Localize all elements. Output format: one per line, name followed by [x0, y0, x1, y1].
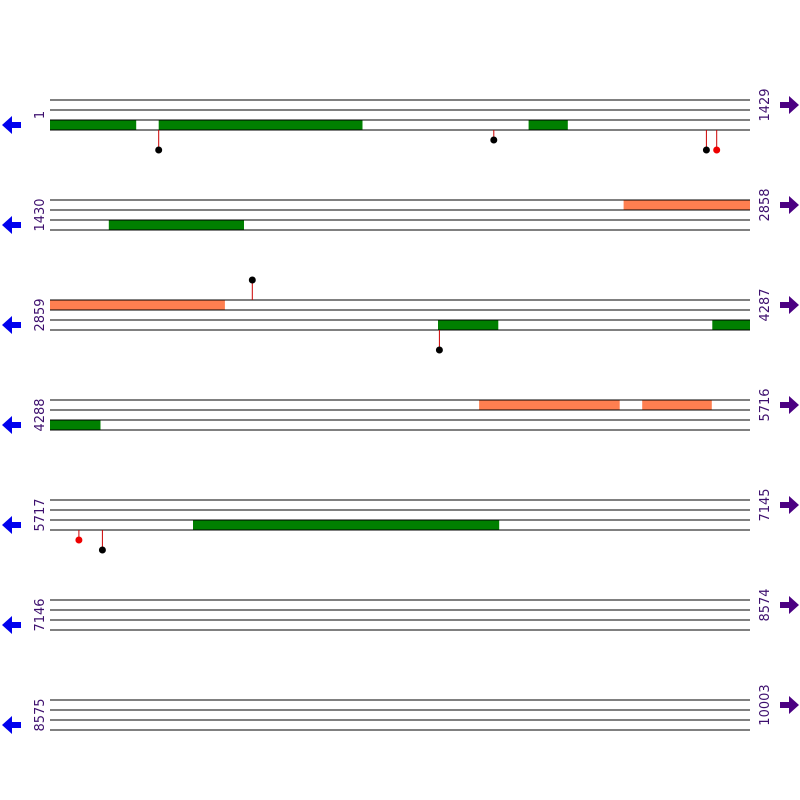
green-feature-block[interactable]	[50, 420, 101, 430]
left-arrow-icon[interactable]	[2, 516, 21, 534]
red-marker-dot[interactable]	[75, 536, 83, 544]
sequence-row: 4288 5716	[2, 388, 799, 434]
green-feature-block[interactable]	[50, 120, 137, 130]
row-end-position: 2858	[758, 188, 773, 221]
sequence-row: 2859 4287	[2, 276, 799, 354]
row-end-position: 4287	[758, 288, 773, 321]
sequence-row: 7146 8574	[2, 588, 799, 634]
sequence-row: 1430 2858	[2, 188, 799, 234]
left-arrow-icon[interactable]	[2, 616, 21, 634]
black-marker-dot[interactable]	[702, 146, 710, 154]
right-arrow-icon[interactable]	[780, 196, 799, 214]
row-end-position: 5716	[758, 388, 773, 421]
row-end-position: 1429	[758, 88, 773, 121]
row-start-position: 8575	[33, 698, 48, 731]
black-marker-dot[interactable]	[155, 146, 163, 154]
orange-feature-block[interactable]	[50, 300, 225, 310]
orange-feature-block[interactable]	[479, 400, 620, 410]
row-end-position: 10003	[758, 684, 773, 725]
orange-feature-block[interactable]	[642, 400, 712, 410]
green-feature-block[interactable]	[528, 120, 568, 130]
green-feature-block[interactable]	[108, 220, 244, 230]
left-arrow-icon[interactable]	[2, 316, 21, 334]
row-start-position: 2859	[33, 298, 48, 331]
black-marker-dot[interactable]	[248, 276, 256, 284]
row-start-position: 7146	[33, 598, 48, 631]
green-feature-block[interactable]	[712, 320, 750, 330]
row-start-position: 1430	[33, 198, 48, 231]
right-arrow-icon[interactable]	[780, 696, 799, 714]
right-arrow-icon[interactable]	[780, 496, 799, 514]
green-feature-block[interactable]	[438, 320, 499, 330]
red-marker-dot[interactable]	[713, 146, 721, 154]
row-end-position: 7145	[758, 488, 773, 521]
left-arrow-icon[interactable]	[2, 116, 21, 134]
orange-feature-block[interactable]	[623, 200, 750, 210]
left-arrow-icon[interactable]	[2, 216, 21, 234]
green-feature-block[interactable]	[158, 120, 363, 130]
left-arrow-icon[interactable]	[2, 716, 21, 734]
black-marker-dot[interactable]	[435, 346, 443, 354]
right-arrow-icon[interactable]	[780, 296, 799, 314]
row-end-position: 8574	[758, 588, 773, 621]
green-feature-block[interactable]	[193, 520, 500, 530]
row-start-position: 1	[33, 111, 48, 119]
black-marker-dot[interactable]	[490, 136, 498, 144]
right-arrow-icon[interactable]	[780, 96, 799, 114]
right-arrow-icon[interactable]	[780, 396, 799, 414]
black-marker-dot[interactable]	[98, 546, 106, 554]
sequence-row: 8575 10003	[2, 684, 799, 734]
sequence-row: 1 1429	[2, 88, 799, 154]
sequence-row: 5717 7145	[2, 488, 799, 554]
row-start-position: 5717	[33, 498, 48, 531]
row-start-position: 4288	[33, 398, 48, 431]
left-arrow-icon[interactable]	[2, 416, 21, 434]
right-arrow-icon[interactable]	[780, 596, 799, 614]
